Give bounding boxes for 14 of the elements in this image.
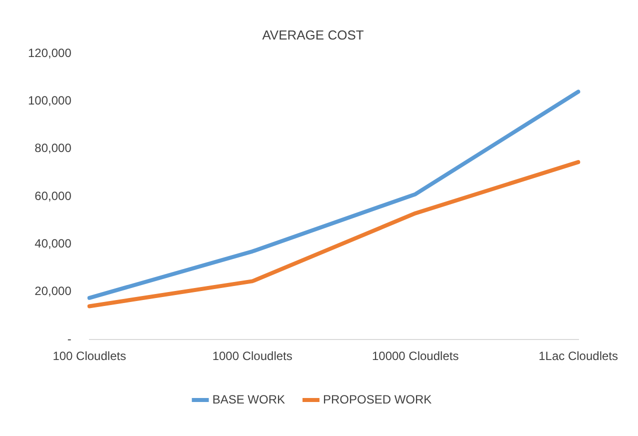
chart-title: AVERAGE COST [262,27,364,42]
x-tick-label: 1Lac Cloudlets [538,349,618,364]
x-tick-label: 1000 Cloudlets [212,349,292,364]
y-tick-label: 120,000 [28,46,72,60]
y-tick-label: 40,000 [34,236,72,251]
y-tick-label: 20,000 [34,284,72,298]
y-tick-label: 100,000 [28,94,72,108]
y-tick-label: 60,000 [34,188,72,203]
x-tick-label: 10000 Cloudlets [372,349,459,364]
y-tick-label: - [67,332,72,346]
legend-label: PROPOSED WORK [323,392,432,406]
y-tick-label: 80,000 [34,141,72,156]
x-tick-label: 100 Cloudlets [52,349,126,364]
legend-label: BASE WORK [212,392,286,406]
